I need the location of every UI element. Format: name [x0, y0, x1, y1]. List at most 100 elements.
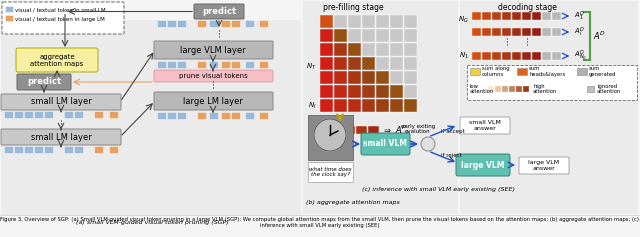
Bar	[502, 28, 511, 36]
Bar	[334, 71, 347, 84]
Bar	[320, 126, 331, 134]
Text: $N_1$: $N_1$	[459, 51, 469, 61]
Bar	[334, 29, 347, 42]
Bar	[522, 28, 531, 36]
Bar	[376, 71, 389, 84]
Text: (a) small VLM-guided visual token pruning (SGP): (a) small VLM-guided visual token prunin…	[76, 220, 228, 225]
Bar	[390, 85, 403, 98]
FancyBboxPatch shape	[15, 111, 24, 118]
Bar	[404, 99, 417, 112]
Bar	[308, 115, 353, 160]
Text: $A_{N_G}^D$: $A_{N_G}^D$	[574, 49, 588, 63]
FancyBboxPatch shape	[209, 113, 218, 119]
Text: aggregate
attention maps: aggregate attention maps	[30, 54, 84, 67]
FancyBboxPatch shape	[198, 113, 207, 119]
Bar	[532, 52, 541, 60]
FancyBboxPatch shape	[24, 111, 33, 118]
Bar	[587, 86, 594, 92]
FancyBboxPatch shape	[361, 133, 410, 155]
Text: (b) aggregate attention maps: (b) aggregate attention maps	[306, 200, 400, 205]
Bar	[460, 1, 638, 214]
FancyBboxPatch shape	[232, 20, 241, 27]
FancyBboxPatch shape	[456, 154, 510, 176]
Bar	[348, 85, 361, 98]
Bar	[362, 15, 375, 28]
FancyBboxPatch shape	[157, 20, 166, 27]
Bar	[552, 52, 561, 60]
Bar	[482, 28, 491, 36]
FancyBboxPatch shape	[35, 146, 44, 154]
Bar	[376, 99, 389, 112]
FancyBboxPatch shape	[74, 146, 83, 154]
FancyBboxPatch shape	[246, 20, 255, 27]
Text: (c) inference with small VLM early existing (SEE): (c) inference with small VLM early exist…	[362, 187, 515, 192]
FancyBboxPatch shape	[74, 111, 83, 118]
Bar	[390, 15, 403, 28]
Bar	[348, 99, 361, 112]
Bar	[492, 52, 501, 60]
FancyBboxPatch shape	[259, 61, 269, 68]
FancyBboxPatch shape	[35, 111, 44, 118]
Bar	[348, 57, 361, 70]
FancyBboxPatch shape	[460, 117, 510, 134]
Text: if reject: if reject	[441, 152, 461, 158]
FancyBboxPatch shape	[45, 111, 54, 118]
Text: pre-filling stage: pre-filling stage	[323, 3, 383, 12]
Text: $N_G$: $N_G$	[458, 15, 469, 25]
FancyBboxPatch shape	[95, 146, 104, 154]
Bar	[467, 65, 637, 100]
Text: small LM layer: small LM layer	[31, 132, 92, 141]
FancyBboxPatch shape	[45, 146, 54, 154]
Bar	[320, 85, 333, 98]
Bar	[472, 12, 481, 20]
Bar	[376, 29, 389, 42]
Bar	[368, 126, 379, 134]
Bar	[522, 12, 531, 20]
Text: $A^D$: $A^D$	[593, 30, 606, 42]
Bar	[502, 12, 511, 20]
Bar	[376, 85, 389, 98]
Bar	[1, 20, 301, 215]
FancyBboxPatch shape	[168, 61, 177, 68]
Bar	[334, 43, 347, 56]
Bar	[362, 29, 375, 42]
Bar	[320, 29, 333, 42]
FancyBboxPatch shape	[154, 70, 273, 82]
FancyBboxPatch shape	[154, 92, 273, 110]
FancyBboxPatch shape	[198, 20, 207, 27]
Bar	[552, 12, 561, 20]
FancyBboxPatch shape	[6, 15, 13, 22]
Bar	[502, 86, 508, 92]
Circle shape	[421, 137, 435, 151]
Bar	[404, 43, 417, 56]
FancyBboxPatch shape	[168, 113, 177, 119]
FancyBboxPatch shape	[259, 113, 269, 119]
Bar	[320, 43, 333, 56]
Text: decoding stage: decoding stage	[497, 3, 556, 12]
Text: prune visual tokens: prune visual tokens	[179, 73, 248, 79]
Bar	[334, 99, 347, 112]
Bar	[334, 15, 347, 28]
Text: high
attention: high attention	[533, 84, 557, 94]
Text: large VLM: large VLM	[461, 160, 505, 169]
Text: large VLM layer: large VLM layer	[180, 46, 246, 55]
Bar	[390, 57, 403, 70]
FancyBboxPatch shape	[4, 146, 13, 154]
Text: sum
heads&layers: sum heads&layers	[529, 66, 565, 77]
Bar	[390, 43, 403, 56]
FancyBboxPatch shape	[168, 20, 177, 27]
FancyBboxPatch shape	[221, 20, 230, 27]
Text: what time does
the clock say?: what time does the clock say?	[308, 167, 351, 178]
FancyBboxPatch shape	[15, 146, 24, 154]
Bar	[320, 57, 333, 70]
FancyBboxPatch shape	[24, 146, 33, 154]
Bar	[523, 86, 529, 92]
FancyBboxPatch shape	[109, 146, 118, 154]
Bar	[482, 12, 491, 20]
Text: sum along
columns: sum along columns	[482, 66, 509, 77]
FancyBboxPatch shape	[154, 41, 273, 59]
Bar	[348, 15, 361, 28]
FancyBboxPatch shape	[65, 146, 74, 154]
FancyBboxPatch shape	[232, 61, 241, 68]
Text: small VLM
answer: small VLM answer	[469, 120, 501, 131]
